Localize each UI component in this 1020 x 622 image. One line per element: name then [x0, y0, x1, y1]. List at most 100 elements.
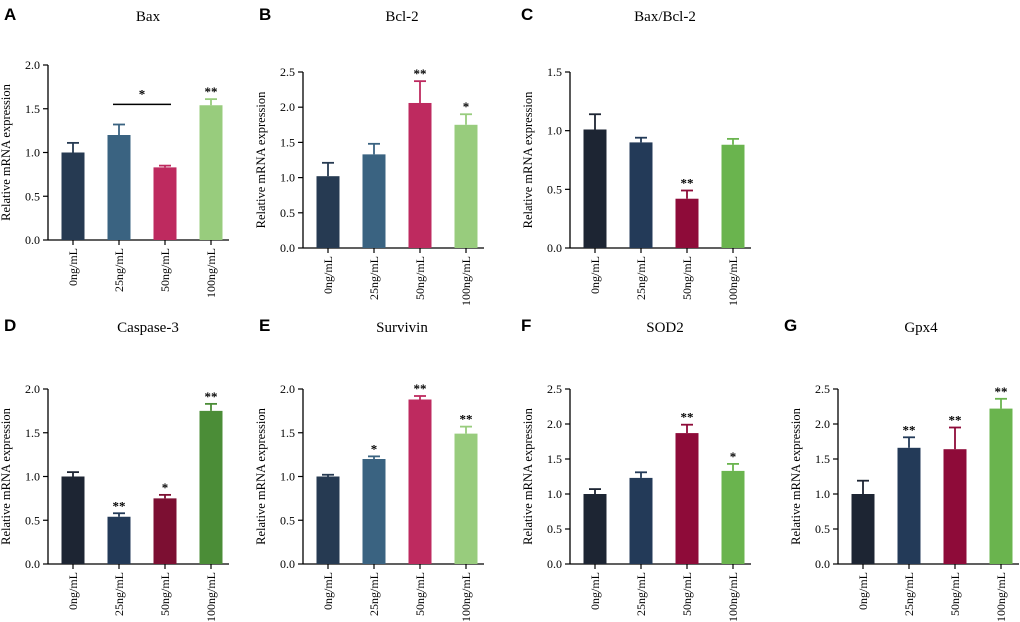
- category-label: 100ng/mL: [204, 248, 218, 298]
- bar: [721, 470, 745, 564]
- category-label: 0ng/mL: [66, 248, 80, 286]
- panel-g: G Gpx4 Relative mRNA expression 0.0 0.5 1.0 1.…: [784, 316, 1019, 622]
- y-axis-label: Relative mRNA expression: [254, 91, 268, 229]
- significance-marker: **: [113, 498, 126, 513]
- y-tick-label: 0.5: [280, 206, 295, 220]
- y-tick-label: 2.5: [280, 65, 295, 79]
- bar: [362, 154, 386, 248]
- category-label: 25ng/mL: [634, 572, 648, 616]
- bar: [408, 399, 432, 564]
- significance-marker: **: [949, 413, 962, 428]
- y-tick-label: 0.0: [547, 241, 562, 255]
- y-tick-label: 0.0: [547, 557, 562, 571]
- panel-b: B Bcl-2 Relative mRNA expression 0.0 0.5 1.0 1…: [254, 5, 484, 306]
- category-label: 25ng/mL: [634, 256, 648, 300]
- y-tick-label: 2.0: [280, 382, 295, 396]
- bar: [721, 144, 745, 248]
- category-label: 0ng/mL: [321, 572, 335, 610]
- chart-title: Gpx4: [904, 320, 938, 336]
- panel-d: D Caspase-3 Relative mRNA expression 0.0 0.5…: [0, 316, 229, 622]
- category-label: 25ng/mL: [112, 248, 126, 292]
- category-label: 50ng/mL: [413, 572, 427, 616]
- panel-f: F SOD2 Relative mRNA expression 0.0 0.5 1.0 1.…: [521, 316, 751, 622]
- y-tick-label: 2.0: [547, 417, 562, 431]
- category-label: 25ng/mL: [902, 572, 916, 616]
- y-tick-label: 1.0: [25, 146, 40, 160]
- panel-letter: F: [521, 316, 531, 335]
- panel-letter: A: [4, 5, 16, 24]
- bar: [316, 176, 340, 248]
- category-label: 100ng/mL: [459, 572, 473, 622]
- bar: [897, 447, 921, 564]
- panel-letter: G: [784, 316, 797, 335]
- y-tick-label: 0.5: [25, 513, 40, 527]
- chart-title: SOD2: [646, 320, 684, 336]
- chart-title: Bax: [136, 9, 161, 25]
- y-tick-label: 0.5: [280, 513, 295, 527]
- category-label: 100ng/mL: [726, 572, 740, 622]
- bar: [107, 135, 131, 240]
- category-label: 50ng/mL: [158, 572, 172, 616]
- chart-title: Caspase-3: [117, 320, 179, 336]
- category-label: 25ng/mL: [367, 572, 381, 616]
- significance-marker: **: [414, 381, 427, 396]
- bar: [675, 433, 699, 564]
- bar: [199, 410, 223, 564]
- chart-title: Survivin: [376, 320, 428, 336]
- bar: [362, 459, 386, 564]
- category-label: 50ng/mL: [680, 256, 694, 300]
- significance-marker: **: [681, 410, 694, 425]
- bar: [989, 408, 1013, 564]
- y-tick-label: 0.5: [25, 189, 40, 203]
- y-tick-label: 1.5: [547, 452, 562, 466]
- y-tick-label: 2.0: [815, 417, 830, 431]
- bar: [61, 476, 85, 564]
- significance-marker: **: [414, 66, 427, 81]
- category-label: 50ng/mL: [413, 256, 427, 300]
- bar: [583, 494, 607, 564]
- y-axis-label: Relative mRNA expression: [0, 407, 13, 545]
- category-label: 100ng/mL: [459, 256, 473, 306]
- significance-marker: *: [730, 449, 737, 464]
- bar: [851, 494, 875, 564]
- significance-marker: **: [205, 389, 218, 404]
- significance-marker: *: [371, 441, 378, 456]
- category-label: 0ng/mL: [856, 572, 870, 610]
- category-label: 50ng/mL: [948, 572, 962, 616]
- y-tick-label: 1.5: [547, 65, 562, 79]
- category-label: 0ng/mL: [321, 256, 335, 294]
- bracket-significance: *: [139, 86, 146, 101]
- y-tick-label: 0.0: [280, 241, 295, 255]
- bar: [629, 477, 653, 564]
- y-tick-label: 2.5: [815, 382, 830, 396]
- bar: [675, 198, 699, 248]
- y-tick-label: 0.5: [547, 182, 562, 196]
- significance-marker: **: [460, 412, 473, 427]
- significance-marker: **: [995, 384, 1008, 399]
- y-axis-label: Relative mRNA expression: [789, 407, 803, 545]
- y-tick-label: 1.0: [280, 470, 295, 484]
- y-tick-label: 1.0: [815, 487, 830, 501]
- category-label: 25ng/mL: [112, 572, 126, 616]
- y-tick-label: 0.5: [815, 522, 830, 536]
- y-tick-label: 1.0: [25, 470, 40, 484]
- significance-marker: *: [162, 480, 169, 495]
- y-tick-label: 2.0: [25, 382, 40, 396]
- bar: [153, 167, 177, 240]
- y-tick-label: 0.0: [815, 557, 830, 571]
- chart-title: Bax/Bcl-2: [634, 9, 696, 25]
- bar: [316, 476, 340, 564]
- y-axis-label: Relative mRNA expression: [521, 407, 535, 545]
- panel-letter: D: [4, 316, 16, 335]
- category-label: 0ng/mL: [66, 572, 80, 610]
- y-tick-label: 0.0: [280, 557, 295, 571]
- category-label: 0ng/mL: [588, 572, 602, 610]
- bar: [153, 498, 177, 564]
- bar: [61, 152, 85, 240]
- category-label: 50ng/mL: [680, 572, 694, 616]
- bar: [454, 433, 478, 564]
- y-tick-label: 0.5: [547, 522, 562, 536]
- panel-letter: B: [259, 5, 271, 24]
- y-tick-label: 1.0: [547, 487, 562, 501]
